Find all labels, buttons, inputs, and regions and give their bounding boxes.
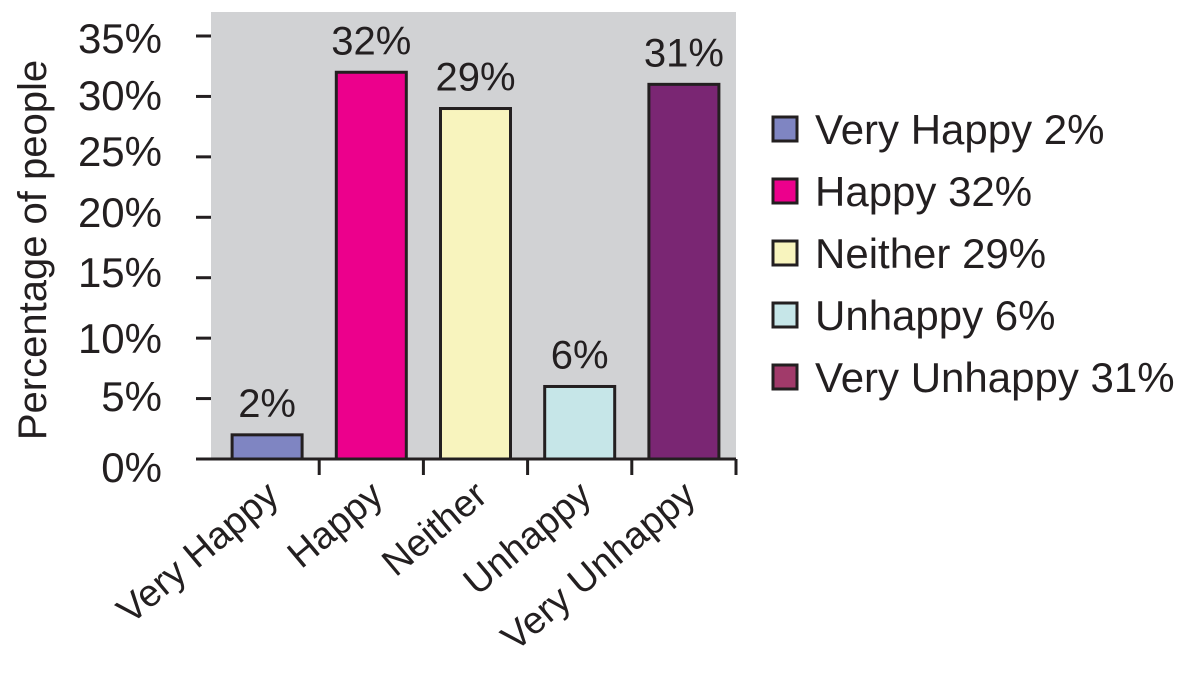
legend-value: 32% [948, 168, 1032, 215]
legend-swatch [771, 301, 799, 329]
legend-item: Happy 32% [771, 168, 1032, 215]
legend-label: Happy 32% [815, 168, 1032, 215]
legend-value: 2% [1044, 106, 1105, 153]
y-tick-label: 35% [78, 15, 162, 62]
legend-label: Neither 29% [815, 230, 1046, 277]
legend-swatch [771, 363, 799, 391]
legend-value: 31% [1091, 354, 1175, 401]
legend-value: 29% [962, 230, 1046, 277]
bar [230, 433, 304, 461]
legend-swatch [771, 115, 799, 143]
legend-value: 6% [995, 292, 1056, 339]
legend-item: Unhappy 6% [771, 292, 1056, 339]
y-tick-label: 15% [78, 249, 162, 296]
y-tick-label: 10% [78, 315, 162, 362]
legend-label: Very Unhappy 31% [815, 354, 1175, 401]
bar [647, 82, 721, 461]
y-axis-title: Percentage of people [11, 60, 55, 440]
legend-label: Unhappy 6% [815, 292, 1056, 339]
x-category-label: Happy [280, 474, 391, 577]
bar-data-label: 32% [331, 19, 411, 63]
y-tick-label: 0% [101, 444, 162, 491]
legend-label: Very Happy 2% [815, 106, 1105, 153]
legend-item: Very Unhappy 31% [771, 354, 1175, 401]
y-tick-label: 25% [78, 128, 162, 175]
y-tick-label: 20% [78, 189, 162, 236]
legend-item: Very Happy 2% [771, 106, 1105, 153]
legend-item: Neither 29% [771, 230, 1046, 277]
bar-data-label: 2% [238, 382, 296, 426]
bar-data-label: 6% [551, 333, 609, 377]
bar-data-label: 29% [435, 56, 515, 100]
bar [334, 70, 408, 461]
bar-data-label: 31% [644, 31, 724, 75]
legend-swatch [771, 177, 799, 205]
bar [543, 384, 617, 461]
legend-swatch [771, 239, 799, 267]
bar [439, 107, 512, 461]
y-tick-label: 30% [78, 72, 162, 119]
y-tick-label: 5% [101, 373, 162, 420]
x-category-label: Very Happy [109, 474, 286, 632]
